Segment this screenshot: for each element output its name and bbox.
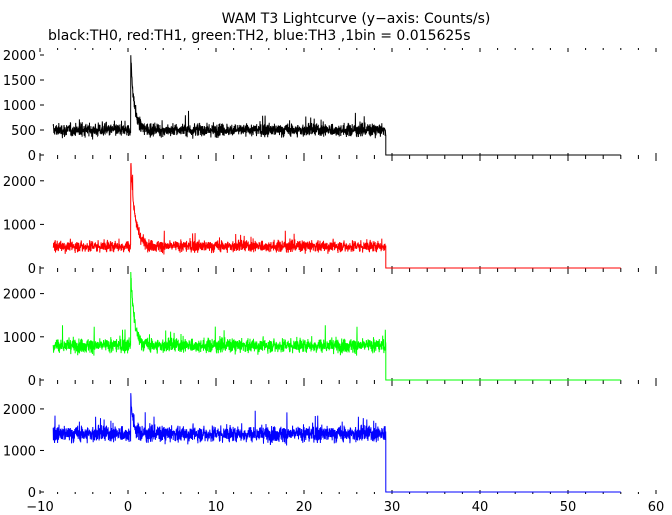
series-line-3 <box>52 393 621 493</box>
y-tick-label: 1000 <box>3 218 36 233</box>
panel-2: 0 1000 2000 <box>3 270 657 389</box>
y-tick-label: 1000 <box>3 331 36 346</box>
y-tick-label: 2000 <box>3 49 36 64</box>
x-tick-label: 0 <box>124 500 132 515</box>
x-tick-label: −10 <box>26 500 53 515</box>
chart-title: WAM T3 Lightcurve (y−axis: Counts/s) <box>222 11 491 27</box>
y-tick-label: 1500 <box>3 74 36 89</box>
y-tick-label: 2000 <box>3 288 36 303</box>
chart-subtitle: black:TH0, red:TH1, green:TH2, blue:TH3 … <box>48 28 471 44</box>
series-line-2 <box>52 271 621 381</box>
y-tick-label: 0 <box>28 149 36 164</box>
y-tick-label: 1000 <box>3 99 36 114</box>
y-tick-label: 0 <box>28 262 36 277</box>
x-tick-label: 10 <box>208 500 225 515</box>
x-tick-label: 50 <box>560 500 577 515</box>
panels: 0 500 1000 1500 2000 0 1000 2000 0 1000 2000 0 1000 2… <box>3 48 657 501</box>
series-line-1 <box>52 162 621 269</box>
x-tick-label: 20 <box>296 500 313 515</box>
y-tick-label: 500 <box>11 124 36 139</box>
y-tick-label: 2000 <box>3 403 36 418</box>
y-tick-label: 1000 <box>3 444 36 459</box>
x-tick-label: 40 <box>472 500 489 515</box>
x-tick-label: 30 <box>384 500 401 515</box>
y-tick-label: 0 <box>28 374 36 389</box>
panel-3: 0 1000 2000 <box>3 382 657 501</box>
x-tick-label: 60 <box>648 500 665 515</box>
series-line-0 <box>52 55 621 156</box>
y-tick-label: 0 <box>28 486 36 501</box>
panel-1: 0 1000 2000 <box>3 157 657 277</box>
x-axis: −10 0 10 20 30 40 50 60 <box>26 500 664 515</box>
y-tick-label: 2000 <box>3 175 36 190</box>
panel-0: 0 500 1000 1500 2000 <box>3 48 657 164</box>
